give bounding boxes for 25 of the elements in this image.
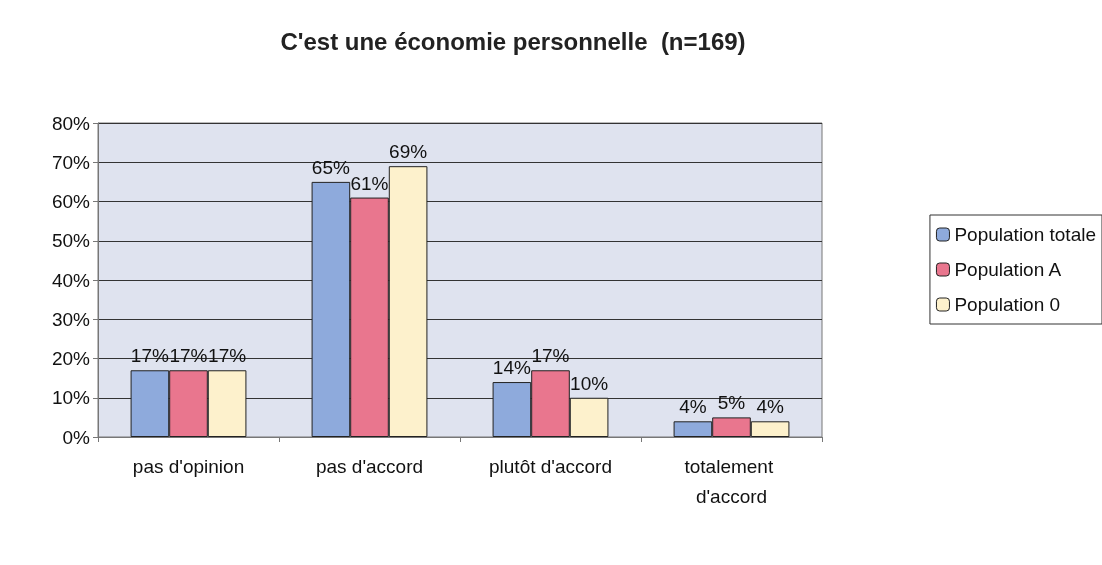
x-tick-label: pas d'opinion — [132, 455, 245, 477]
data-label: 10% — [570, 372, 609, 394]
data-label: 14% — [492, 357, 531, 379]
data-label: 65% — [311, 156, 350, 178]
chart-title: C'est une économie personnelle (n=169) — [280, 27, 746, 55]
legend-label: Population 0 — [954, 294, 1061, 315]
data-label: 69% — [389, 141, 428, 163]
legend-label: Population totale — [954, 224, 1097, 245]
y-tick-label: 70% — [51, 151, 91, 173]
x-tick-label: plutôt d'accord — [489, 455, 612, 477]
y-tick-label: 20% — [51, 348, 91, 369]
data-label: 4% — [756, 396, 784, 418]
legend-label: Population A — [954, 259, 1062, 280]
x-tick-label: pas d'accord — [315, 455, 424, 477]
y-tick-label: 0% — [62, 426, 91, 448]
data-label: 61% — [350, 172, 389, 194]
data-label: 5% — [717, 392, 746, 414]
y-tick-label: 10% — [51, 387, 91, 409]
y-tick-label: 80% — [51, 112, 91, 134]
data-label: 4% — [679, 396, 707, 418]
x-tick-label: totalement d'accord — [684, 455, 779, 507]
y-tick-label: 50% — [51, 230, 91, 252]
y-tick-label: 40% — [51, 269, 91, 291]
y-tick-label: 60% — [51, 191, 91, 212]
y-tick-label: 30% — [51, 308, 91, 330]
